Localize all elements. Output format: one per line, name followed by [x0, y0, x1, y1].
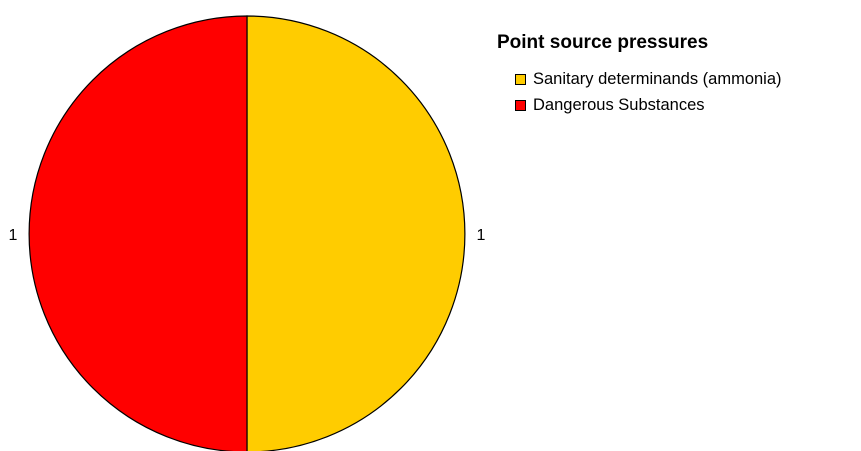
legend-item-sanitary-determinands: Sanitary determinands (ammonia) [497, 70, 782, 89]
data-label-dangerous-substances: 1 [9, 227, 18, 244]
legend-label-sanitary-determinands: Sanitary determinands (ammonia) [533, 70, 782, 88]
legend-swatch-sanitary-determinands [515, 74, 526, 85]
pie-slice-sanitary-determinands [246, 15, 466, 451]
legend-swatch-dangerous-substances [515, 100, 526, 111]
data-label-sanitary-determinands: 1 [477, 227, 486, 244]
legend-label-dangerous-substances: Dangerous Substances [533, 96, 705, 114]
legend-item-dangerous-substances: Dangerous Substances [497, 96, 782, 115]
pie-slice-dangerous-substances [28, 15, 248, 451]
legend: Point source pressures Sanitary determin… [497, 32, 782, 122]
legend-title: Point source pressures [497, 32, 709, 53]
